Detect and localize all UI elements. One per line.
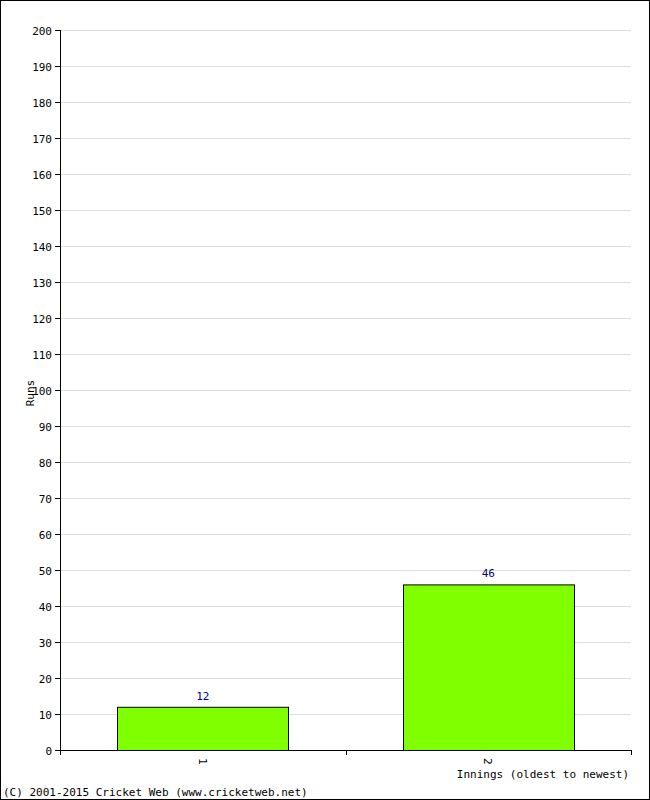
- grid-line: [60, 66, 631, 67]
- bars: [118, 585, 575, 750]
- grid-line: [60, 246, 631, 247]
- y-tick: [55, 210, 60, 211]
- y-tick: [55, 462, 60, 463]
- y-tick: [55, 66, 60, 67]
- y-tick-label: 10: [39, 709, 52, 722]
- grid-line: [60, 498, 631, 499]
- y-tick-label: 70: [39, 493, 52, 506]
- y-tick: [55, 30, 60, 31]
- y-tick-label: 80: [39, 457, 52, 470]
- grid-line: [60, 354, 631, 355]
- y-tick-label: 20: [39, 673, 52, 686]
- y-tick: [55, 318, 60, 319]
- y-tick-label: 60: [39, 529, 52, 542]
- y-tick-label: 30: [39, 637, 52, 650]
- y-tick: [55, 570, 60, 571]
- y-tick: [55, 138, 60, 139]
- y-tick-label: 50: [39, 565, 52, 578]
- x-axis-label: Innings (oldest to newest): [457, 768, 629, 781]
- x-tick-label: 2: [481, 758, 494, 765]
- y-tick: [55, 282, 60, 283]
- y-tick: [55, 246, 60, 247]
- y-tick-label: 190: [32, 61, 52, 74]
- y-tick: [55, 354, 60, 355]
- y-tick-label: 120: [32, 313, 52, 326]
- y-tick: [55, 606, 60, 607]
- y-tick-label: 90: [39, 421, 52, 434]
- grid-line: [60, 426, 631, 427]
- y-tick-label: 130: [32, 277, 52, 290]
- y-tick-label: 180: [32, 97, 52, 110]
- x-axis: [60, 750, 631, 751]
- x-tick-label: 1: [196, 758, 209, 765]
- grid-line: [60, 102, 631, 103]
- data-label: 46: [482, 567, 495, 580]
- data-label: 12: [196, 690, 209, 703]
- annotation: (C) 2001-2015 Cricket Web (www.cricketwe…: [3, 786, 308, 799]
- x-band-tick: [346, 750, 347, 755]
- grid-line: [60, 210, 631, 211]
- y-axis: [60, 30, 61, 750]
- y-tick-label: 150: [32, 205, 52, 218]
- grid-line: [60, 282, 631, 283]
- y-tick-label: 110: [32, 349, 52, 362]
- grid-line: [60, 570, 631, 571]
- x-band-tick: [631, 750, 632, 755]
- grid-line: [60, 462, 631, 463]
- grid-line: [60, 390, 631, 391]
- y-tick-label: 170: [32, 133, 52, 146]
- grid-line: [60, 534, 631, 535]
- y-tick: [55, 678, 60, 679]
- grid-line: [60, 174, 631, 175]
- background: [0, 0, 650, 800]
- chart-container: 0102030405060708090100110120130140150160…: [0, 0, 650, 800]
- frame: [1, 1, 650, 800]
- y-tick: [55, 426, 60, 427]
- y-tick: [55, 750, 60, 751]
- y-tick-label: 0: [45, 745, 52, 758]
- y-tick: [55, 174, 60, 175]
- grid-line: [60, 30, 631, 31]
- y-tick: [55, 498, 60, 499]
- y-tick: [55, 534, 60, 535]
- grid-line: [60, 750, 631, 751]
- bar: [118, 707, 289, 750]
- bar: [404, 585, 575, 750]
- x-band-tick: [60, 750, 61, 755]
- y-tick: [55, 102, 60, 103]
- y-tick-label: 160: [32, 169, 52, 182]
- chart-svg: 0102030405060708090100110120130140150160…: [0, 0, 650, 800]
- y-tick: [55, 714, 60, 715]
- y-axis-label: Runs: [24, 380, 37, 407]
- y-tick-label: 200: [32, 25, 52, 38]
- grid-line: [60, 318, 631, 319]
- y-tick: [55, 390, 60, 391]
- grid-line: [60, 138, 631, 139]
- y-tick-label: 140: [32, 241, 52, 254]
- y-tick-label: 40: [39, 601, 52, 614]
- y-tick: [55, 642, 60, 643]
